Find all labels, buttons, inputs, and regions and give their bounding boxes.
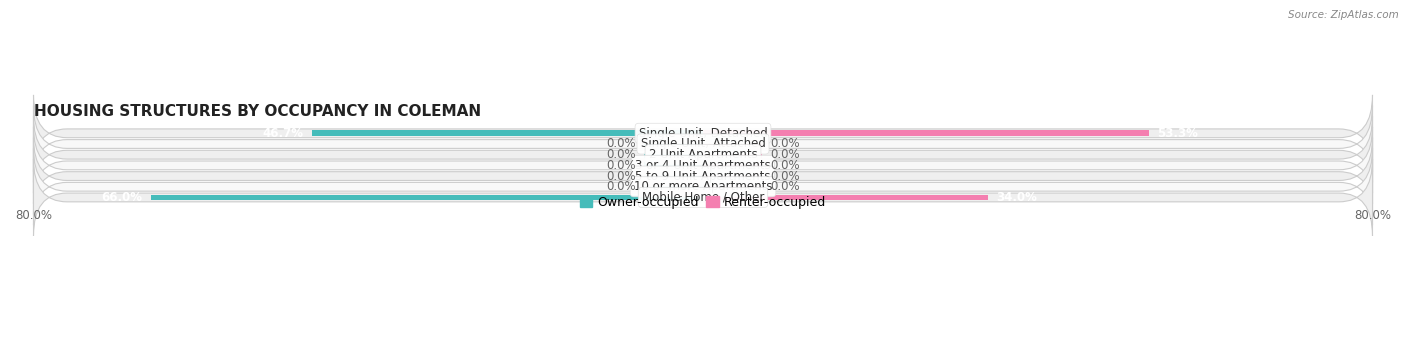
Text: 0.0%: 0.0% — [770, 180, 800, 193]
Bar — [703, 173, 762, 179]
Text: 10 or more Apartments: 10 or more Apartments — [634, 180, 772, 193]
Text: 34.0%: 34.0% — [995, 191, 1036, 204]
Bar — [644, 162, 703, 168]
Bar — [703, 141, 762, 147]
Text: 2 Unit Apartments: 2 Unit Apartments — [648, 148, 758, 161]
Text: Mobile Home / Other: Mobile Home / Other — [641, 191, 765, 204]
Text: 0.0%: 0.0% — [770, 169, 800, 182]
Text: 66.0%: 66.0% — [101, 191, 142, 204]
Text: 0.0%: 0.0% — [770, 148, 800, 161]
Bar — [644, 173, 703, 179]
FancyBboxPatch shape — [34, 159, 1372, 236]
Bar — [150, 194, 703, 201]
FancyBboxPatch shape — [34, 106, 1372, 182]
Legend: Owner-occupied, Renter-occupied: Owner-occupied, Renter-occupied — [575, 191, 831, 214]
FancyBboxPatch shape — [34, 127, 1372, 204]
Text: 3 or 4 Unit Apartments: 3 or 4 Unit Apartments — [636, 159, 770, 172]
Text: 0.0%: 0.0% — [606, 148, 636, 161]
Text: 0.0%: 0.0% — [606, 137, 636, 150]
Text: 0.0%: 0.0% — [606, 180, 636, 193]
Bar — [312, 130, 703, 136]
FancyBboxPatch shape — [34, 138, 1372, 214]
Bar — [703, 152, 762, 158]
Bar — [644, 184, 703, 190]
Text: 5 to 9 Unit Apartments: 5 to 9 Unit Apartments — [636, 169, 770, 182]
Text: 46.7%: 46.7% — [263, 127, 304, 140]
Text: 0.0%: 0.0% — [770, 159, 800, 172]
Bar — [644, 141, 703, 147]
Text: 53.3%: 53.3% — [1157, 127, 1198, 140]
Text: Source: ZipAtlas.com: Source: ZipAtlas.com — [1288, 10, 1399, 20]
FancyBboxPatch shape — [34, 116, 1372, 193]
Bar — [644, 152, 703, 158]
Bar — [703, 194, 987, 201]
FancyBboxPatch shape — [34, 95, 1372, 172]
Text: 0.0%: 0.0% — [770, 137, 800, 150]
Bar — [703, 184, 762, 190]
Text: HOUSING STRUCTURES BY OCCUPANCY IN COLEMAN: HOUSING STRUCTURES BY OCCUPANCY IN COLEM… — [34, 104, 481, 119]
Text: 0.0%: 0.0% — [606, 169, 636, 182]
FancyBboxPatch shape — [34, 148, 1372, 225]
Bar — [703, 162, 762, 168]
Text: Single Unit, Detached: Single Unit, Detached — [638, 127, 768, 140]
Text: 0.0%: 0.0% — [606, 159, 636, 172]
Text: Single Unit, Attached: Single Unit, Attached — [641, 137, 765, 150]
Bar — [703, 130, 1149, 136]
